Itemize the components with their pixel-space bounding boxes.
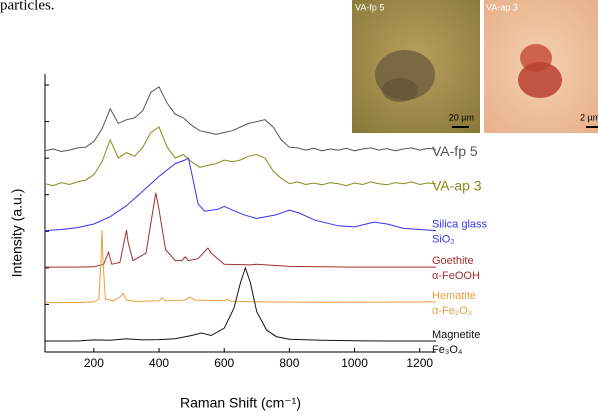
inset-image	[352, 0, 480, 133]
spectrum-line	[45, 230, 437, 304]
series-label: Hematite	[432, 290, 476, 302]
spectrum-line	[44, 157, 437, 232]
inset-label: VA-ap 3	[486, 2, 518, 12]
series-label: Magnetite	[432, 329, 480, 341]
series-formula: SiO₂	[432, 233, 455, 245]
scale-bar-label: 20 µm	[449, 112, 474, 122]
particle	[382, 78, 418, 102]
x-tick-label: 400	[149, 356, 169, 370]
spectrum-line	[44, 86, 437, 153]
y-axis-label: Intensity (a.u.)	[9, 189, 25, 278]
series-formula: α-Fe₂O₃	[432, 305, 472, 317]
inset-label: VA-fp 5	[355, 2, 384, 12]
spectrum-line	[44, 126, 437, 187]
inset-image	[484, 0, 598, 133]
x-tick-label: 800	[279, 356, 299, 370]
particle	[518, 62, 562, 98]
x-tick-label: 1000	[341, 356, 368, 370]
series-label: VA-ap 3	[432, 177, 482, 193]
x-tick-label: 1200	[406, 356, 433, 370]
caption-fragment: particles.	[0, 0, 55, 13]
scale-bar-label: 2 µm	[580, 112, 598, 122]
series-formula: α-FeOOH	[432, 270, 480, 282]
x-tick-label: 200	[84, 356, 104, 370]
spectrum-line	[45, 266, 436, 342]
series-label: VA-fp 5	[432, 143, 478, 159]
series-formula: Fe₃O₄	[432, 344, 463, 356]
x-tick-label: 600	[214, 356, 234, 370]
x-axis-label: Raman Shift (cm⁻¹)	[180, 395, 301, 411]
spectrum-line	[45, 192, 436, 268]
series-label: Silica glass	[432, 218, 488, 230]
series-label: Goethite	[432, 255, 474, 267]
